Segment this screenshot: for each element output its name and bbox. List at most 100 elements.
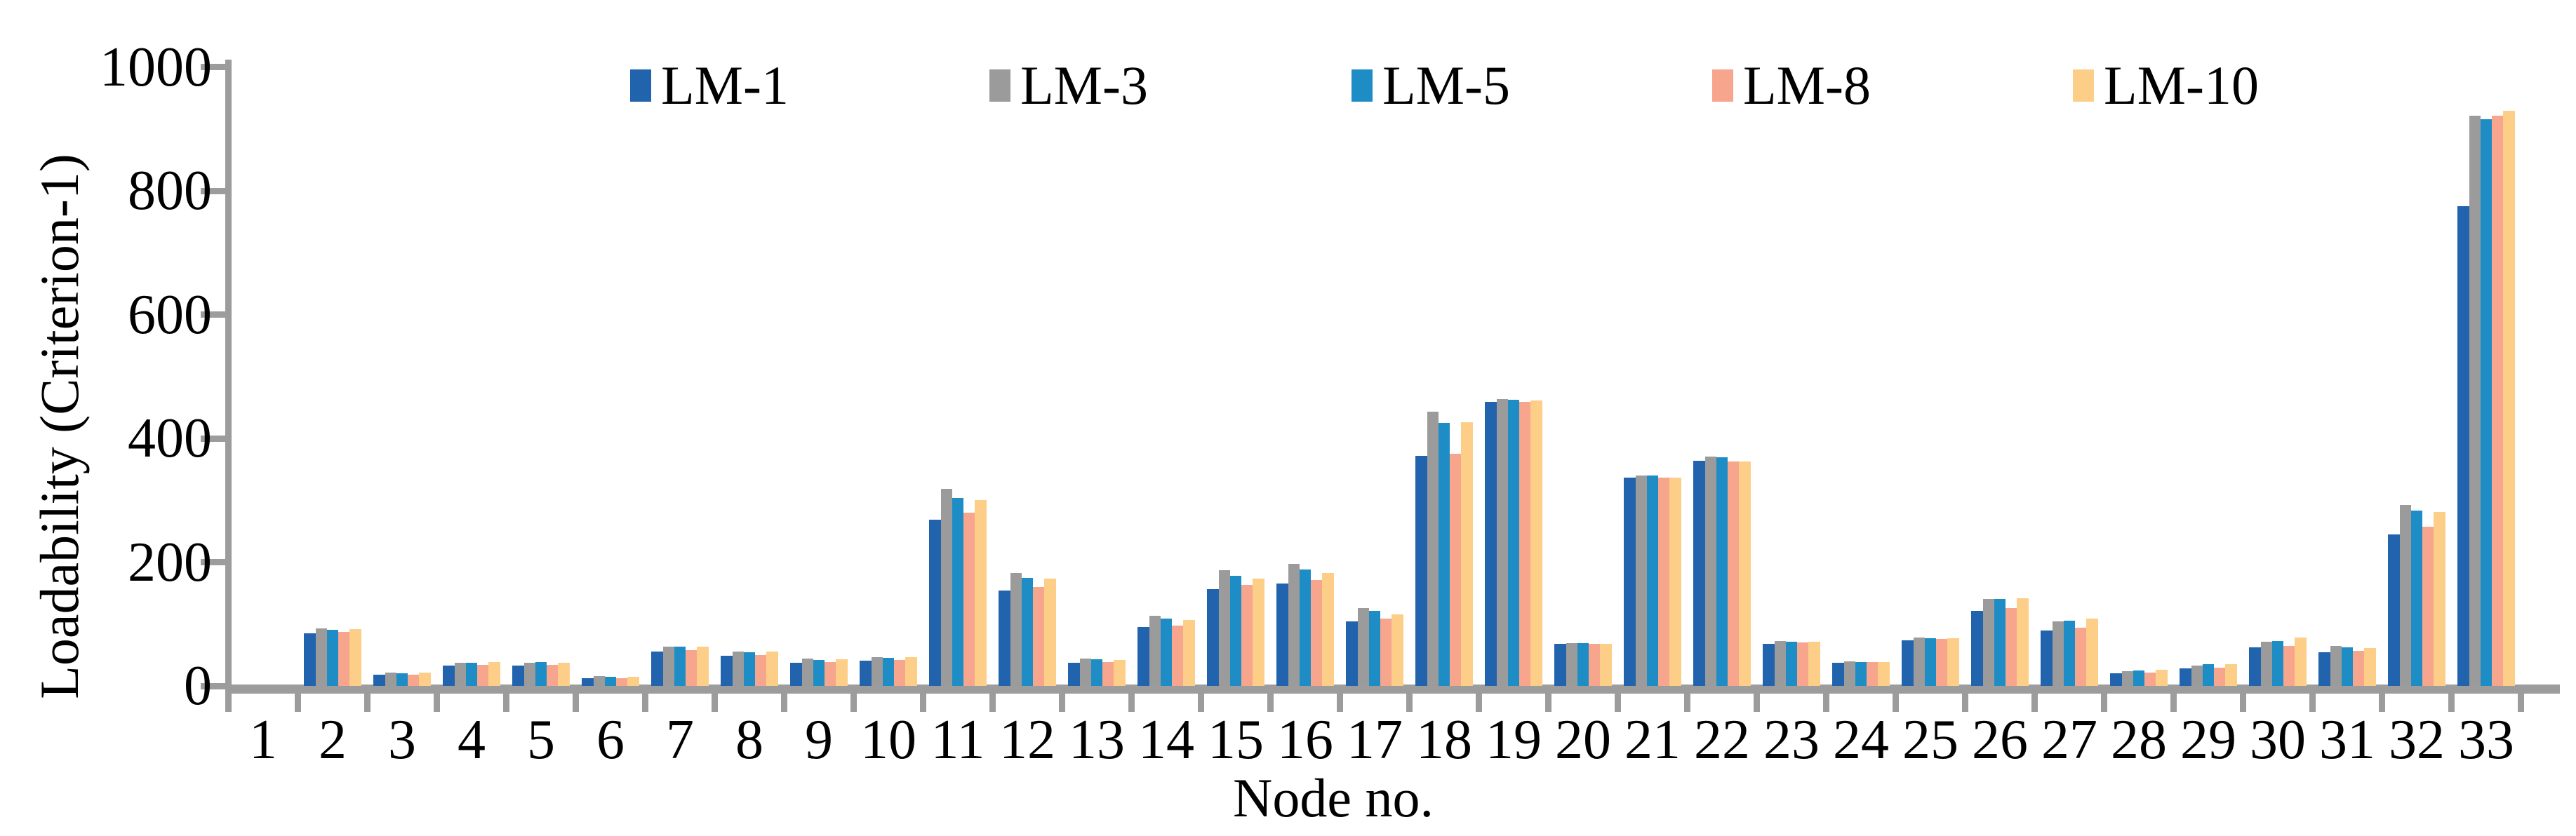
legend-label-LM-8: LM-8 (1743, 55, 1871, 116)
x-tick-0 (225, 685, 232, 712)
bar-node7-LM-10 (697, 647, 709, 686)
x-tick-16 (1337, 685, 1343, 712)
bar-node30-LM-8 (2283, 645, 2295, 686)
bar-node4-LM-3 (454, 663, 466, 686)
bar-node23-LM-10 (1808, 642, 1820, 686)
bar-node5-LM-8 (547, 664, 559, 686)
bar-node2-LM-3 (315, 628, 327, 686)
bar-node2-LM-8 (338, 632, 350, 686)
x-tick-33 (2518, 685, 2524, 712)
bar-node9-LM-1 (790, 663, 802, 686)
bar-node4-LM-10 (488, 662, 500, 686)
bar-node21-LM-10 (1669, 477, 1681, 686)
bar-node16-LM-1 (1276, 583, 1288, 686)
x-tick-label-3: 3 (388, 709, 416, 771)
bar-node11-LM-3 (940, 489, 952, 686)
bar-node2-LM-10 (349, 628, 361, 686)
x-tick-27 (2101, 685, 2107, 712)
x-tick-label-14: 14 (1138, 709, 1194, 771)
bar-node6-LM-8 (616, 677, 628, 686)
x-tick-26 (2031, 685, 2038, 712)
x-tick-label-20: 20 (1555, 709, 1611, 771)
bar-node24-LM-3 (1843, 661, 1855, 686)
y-tick-200 (201, 559, 228, 565)
legend-item-LM-1: LM-1 (630, 55, 789, 116)
bar-node25-LM-3 (1913, 638, 1925, 686)
x-tick-19 (1545, 685, 1551, 712)
bar-node11-LM-10 (975, 500, 987, 686)
bar-node6-LM-3 (593, 675, 605, 686)
bar-node5-LM-5 (535, 662, 547, 686)
chart-legend: LM-1 LM-3 LM-5 LM-8 LM-10 (0, 55, 2576, 118)
bar-node27-LM-5 (2063, 621, 2076, 686)
bar-node23-LM-5 (1785, 642, 1798, 686)
bar-node29-LM-8 (2214, 668, 2226, 686)
bar-node33-LM-8 (2492, 116, 2504, 686)
bar-node7-LM-1 (651, 652, 663, 686)
bar-node26-LM-1 (1971, 611, 1983, 686)
bar-node26-LM-3 (1982, 598, 1994, 686)
x-tick-label-10: 10 (860, 709, 916, 771)
bar-node30-LM-10 (2295, 638, 2307, 686)
bar-node17-LM-1 (1346, 621, 1358, 686)
x-tick-label-11: 11 (930, 709, 985, 771)
x-tick-7 (712, 685, 718, 712)
x-tick-label-23: 23 (1763, 709, 1820, 771)
legend-item-LM-8: LM-8 (1712, 55, 1871, 116)
bar-node12-LM-1 (999, 591, 1010, 686)
bar-node33-LM-1 (2457, 206, 2469, 686)
x-tick-6 (642, 685, 648, 712)
x-tick-label-19: 19 (1486, 709, 1542, 771)
bar-node22-LM-8 (1728, 461, 1740, 686)
y-tick-label-400: 400 (128, 407, 212, 469)
legend-item-LM-5: LM-5 (1352, 55, 1510, 116)
x-tick-14 (1198, 685, 1204, 712)
bar-node7-LM-3 (662, 646, 674, 686)
x-tick-18 (1476, 685, 1482, 712)
x-tick-25 (1962, 685, 1968, 712)
x-tick-label-21: 21 (1624, 709, 1681, 771)
bar-node15-LM-1 (1207, 589, 1219, 686)
bar-node5-LM-3 (523, 663, 535, 686)
bar-node15-LM-3 (1218, 569, 1230, 686)
bar-node33-LM-5 (2480, 119, 2492, 686)
x-tick-10 (920, 685, 926, 712)
legend-swatch-LM-8 (1712, 69, 1733, 102)
x-tick-13 (1128, 685, 1135, 712)
bar-node8-LM-8 (755, 654, 767, 686)
bar-node18-LM-8 (1450, 454, 1462, 686)
x-tick-9 (850, 685, 857, 712)
x-tick-label-6: 6 (596, 709, 625, 771)
x-tick-label-1: 1 (249, 709, 277, 771)
x-tick-label-24: 24 (1833, 709, 1889, 771)
bar-node12-LM-10 (1044, 579, 1056, 686)
y-tick-label-600: 600 (128, 283, 212, 346)
bar-node18-LM-3 (1427, 412, 1439, 686)
bar-node19-LM-3 (1496, 398, 1508, 686)
bar-node27-LM-1 (2041, 630, 2053, 686)
x-tick-label-28: 28 (2111, 709, 2167, 771)
bar-node19-LM-10 (1530, 400, 1542, 686)
x-tick-label-32: 32 (2389, 709, 2445, 771)
bar-node9-LM-10 (836, 659, 848, 686)
x-tick-label-33: 33 (2458, 709, 2514, 771)
x-tick-label-29: 29 (2180, 709, 2236, 771)
bar-node11-LM-8 (963, 512, 975, 686)
bar-node3-LM-10 (419, 673, 431, 686)
bar-node33-LM-3 (2469, 116, 2481, 686)
x-tick-label-4: 4 (458, 709, 486, 771)
x-tick-label-18: 18 (1416, 709, 1472, 771)
x-tick-17 (1406, 685, 1413, 712)
bar-node18-LM-10 (1461, 422, 1473, 686)
y-tick-600 (201, 311, 228, 318)
y-tick-label-0: 0 (184, 655, 212, 717)
bar-node24-LM-5 (1855, 661, 1867, 686)
bar-node17-LM-3 (1357, 607, 1369, 686)
x-tick-20 (1615, 685, 1621, 712)
legend-item-LM-3: LM-3 (989, 55, 1148, 116)
bar-node28-LM-8 (2144, 673, 2156, 686)
x-tick-28 (2170, 685, 2177, 712)
x-tick-15 (1267, 685, 1274, 712)
bar-node16-LM-10 (1322, 572, 1334, 686)
bar-node12-LM-8 (1033, 586, 1045, 686)
